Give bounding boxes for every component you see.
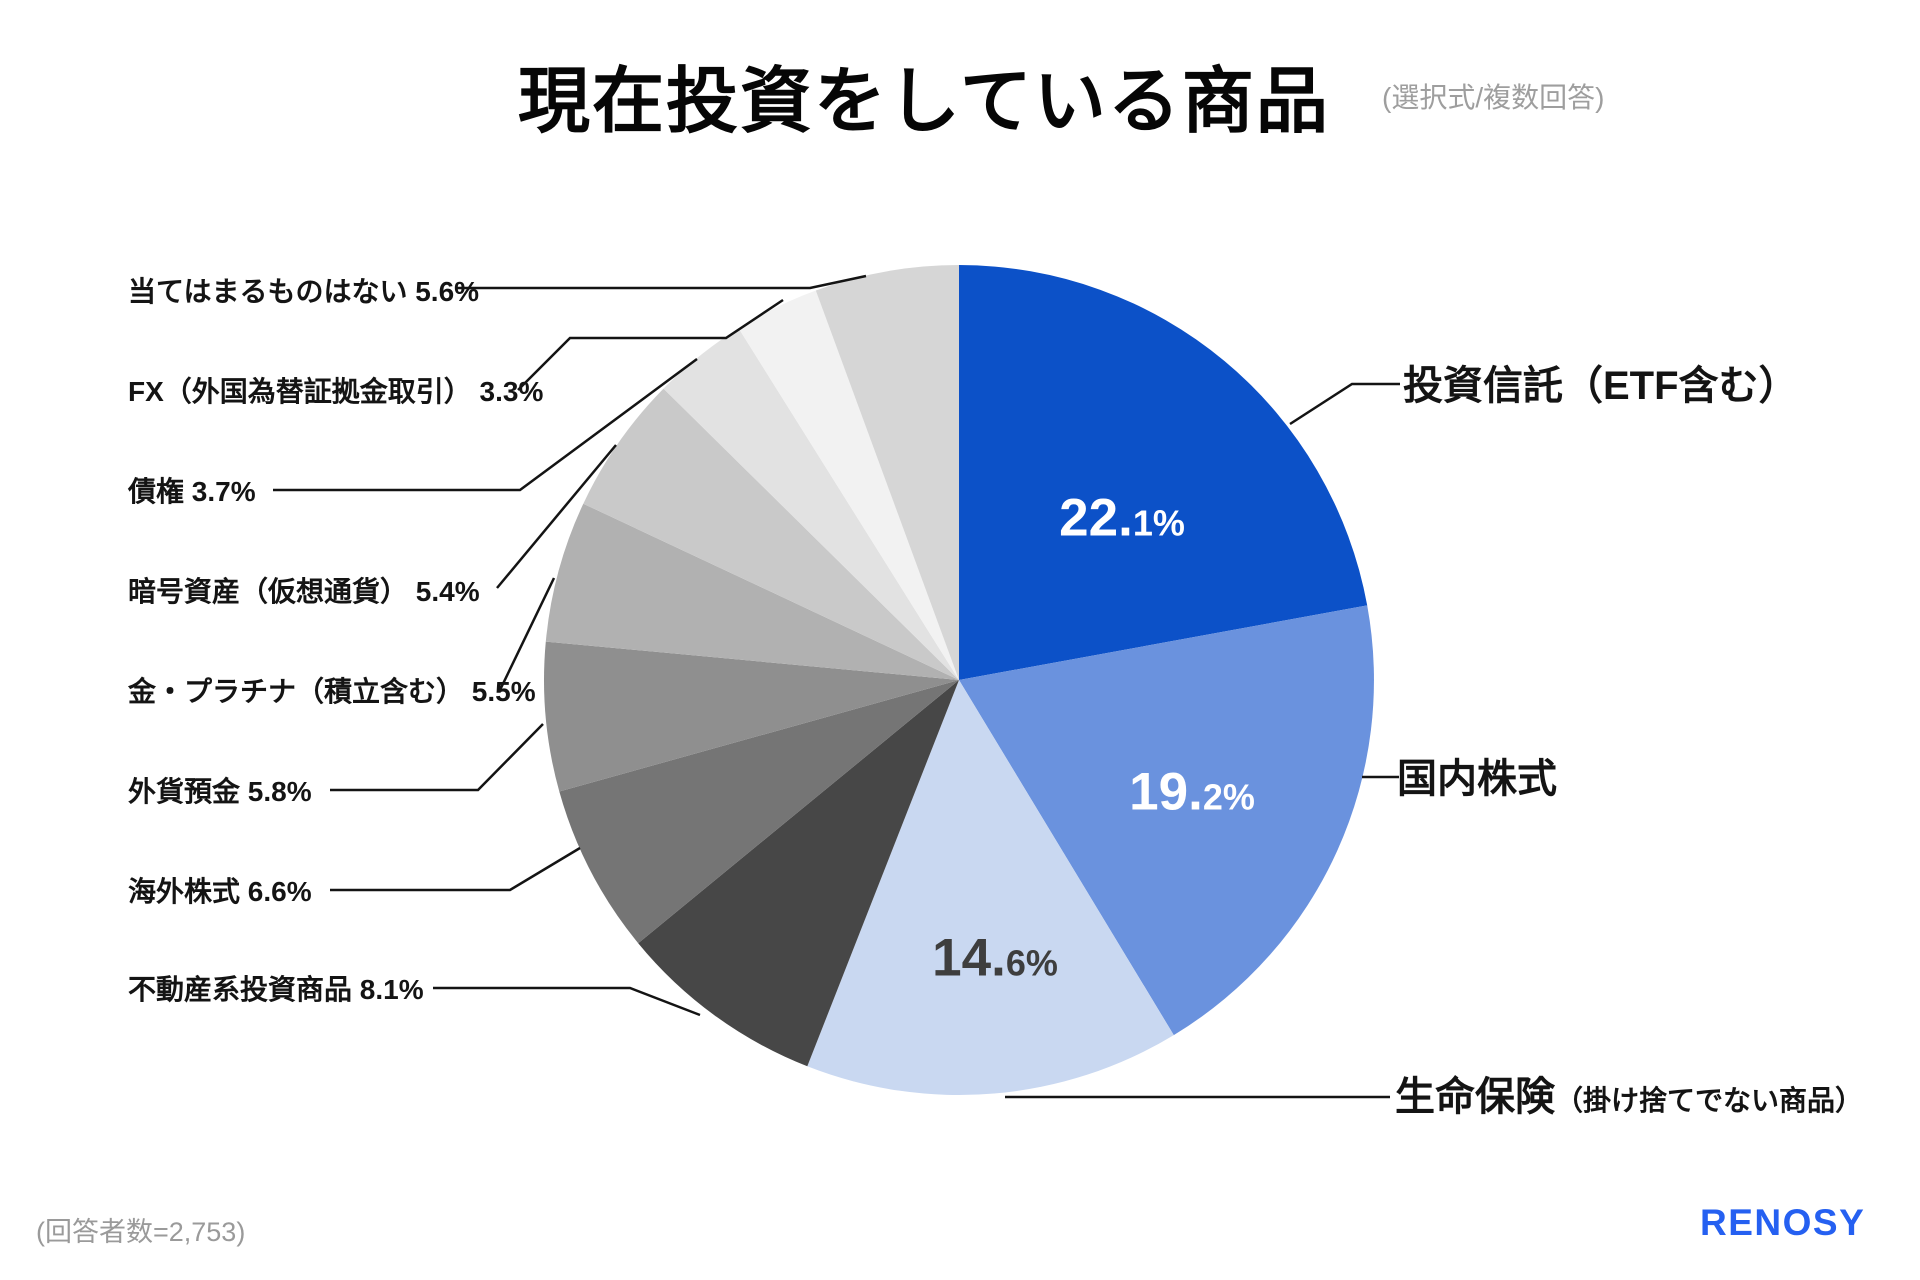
respondents-note: (回答者数=2,753) bbox=[36, 1217, 246, 1247]
callout-label-main-0: 投資信託（ETF含む） bbox=[1403, 364, 1799, 408]
pie-slice-8 bbox=[663, 328, 959, 680]
value-label-big-2: 14. bbox=[932, 928, 1006, 988]
value-label-2: 14. 6% bbox=[932, 928, 1058, 989]
value-label-small-0: 1% bbox=[1132, 502, 1185, 544]
value-label-1: 19. 2% bbox=[1129, 762, 1255, 823]
pie-slice-2 bbox=[807, 680, 1174, 1096]
leader-line-0 bbox=[1289, 382, 1400, 426]
callout-label-3: 不動産系投資商品 8.1% bbox=[128, 974, 424, 1005]
value-label-0: 22. 1% bbox=[1059, 488, 1185, 549]
pie-slice-6 bbox=[545, 503, 959, 680]
renosy-logo: RENOSY bbox=[1700, 1202, 1866, 1243]
callout-label-8: 債権 3.7% bbox=[128, 476, 256, 507]
pie-slice-5 bbox=[544, 641, 959, 792]
value-label-small-1: 2% bbox=[1202, 776, 1255, 818]
callout-label-6: 金・プラチナ（積立含む） 5.5% bbox=[128, 676, 536, 707]
value-label-small-2: 6% bbox=[1005, 942, 1058, 984]
leader-line-8 bbox=[273, 357, 698, 492]
callout-label-5: 外貨預金 5.8% bbox=[128, 776, 312, 807]
chart-method-note: (選択式/複数回答) bbox=[1382, 82, 1605, 113]
pie-slice-0 bbox=[959, 265, 1368, 680]
callout-label-4: 海外株式 6.6% bbox=[128, 876, 312, 907]
callout-label-1: 国内株式 bbox=[1397, 746, 1557, 804]
leader-line-9 bbox=[517, 298, 784, 391]
callout-label-sub-2: （掛け捨てでない商品） bbox=[1555, 1085, 1864, 1116]
leader-line-4 bbox=[330, 846, 581, 892]
pie-slice-7 bbox=[583, 388, 959, 680]
leader-line-7 bbox=[496, 444, 617, 589]
value-label-big-0: 22. bbox=[1059, 488, 1133, 548]
pie-slice-1 bbox=[959, 605, 1374, 1036]
leader-line-6 bbox=[498, 577, 556, 691]
chart-title: 現在投資をしている商品 bbox=[518, 62, 1330, 142]
pie-slice-3 bbox=[638, 680, 959, 1067]
callout-label-10: 当てはまるものはない 5.6% bbox=[128, 276, 480, 307]
pie-slice-4 bbox=[559, 680, 959, 944]
pie-slice-10 bbox=[815, 265, 959, 680]
callout-label-0: 投資信託（ETF含む） bbox=[1403, 353, 1799, 411]
callout-label-2: 生命保険（掛け捨てでない商品） bbox=[1395, 1064, 1863, 1122]
value-label-big-1: 19. bbox=[1129, 762, 1203, 822]
callout-label-7: 暗号資産（仮想通貨） 5.4% bbox=[128, 576, 480, 607]
leader-line-5 bbox=[330, 723, 544, 792]
callout-label-9: FX（外国為替証拠金取引） 3.3% bbox=[128, 376, 544, 407]
pie-slice-9 bbox=[738, 290, 959, 680]
callout-label-main-1: 国内株式 bbox=[1397, 757, 1557, 801]
leader-line-3 bbox=[433, 986, 701, 1017]
callout-label-main-2: 生命保険 bbox=[1395, 1075, 1555, 1119]
leader-line-10 bbox=[455, 274, 867, 290]
